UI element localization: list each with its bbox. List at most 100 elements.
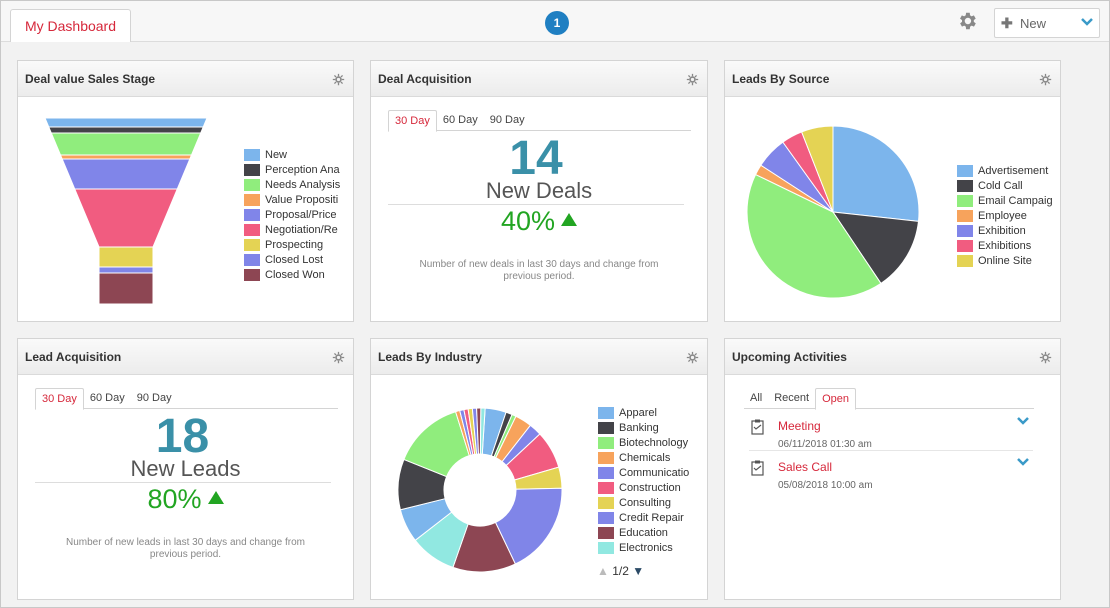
funnel-legend-item[interactable]: Proposal/Price [244, 208, 345, 223]
funnel-legend-item[interactable]: Closed Lost [244, 253, 345, 268]
legend-swatch [598, 512, 614, 524]
tab-90-day[interactable]: 90 Day [489, 114, 525, 126]
legend-swatch [598, 527, 614, 539]
tab-all[interactable]: All [750, 392, 763, 404]
legend-label: Advertisement [978, 165, 1049, 177]
deal-note: Number of new deals in last 30 days and … [419, 259, 659, 282]
activity-title[interactable]: Meeting [778, 419, 821, 433]
widget-title: Lead Acquisition [25, 350, 122, 364]
activity-item[interactable]: Meeting 06/11/2018 01:30 am [749, 416, 1033, 450]
funnel-legend-item[interactable]: Closed Won [244, 268, 345, 283]
source-legend-item[interactable]: Email Campaig [957, 194, 1059, 209]
lead-count: 18 [155, 410, 210, 463]
tab-90-day[interactable]: 90 Day [136, 392, 172, 404]
source-legend-item[interactable]: Exhibition [957, 224, 1059, 239]
widget-header: Lead Acquisition [18, 339, 353, 375]
industry-legend-item[interactable]: Construction [598, 481, 700, 496]
widget-lead-acquisition: Lead Acquisition 30 Day 60 Day 90 Day 18 N… [17, 338, 354, 600]
legend-swatch [598, 452, 614, 464]
widget-title: Deal value Sales Stage [25, 72, 156, 86]
tab-30-day[interactable]: 30 Day [388, 110, 437, 132]
widget-settings-icon[interactable] [332, 73, 345, 86]
legend-label: Communicatio [619, 467, 690, 479]
funnel-stage [61, 158, 191, 190]
widget-title: Leads By Source [732, 72, 830, 86]
industry-donut-chart [398, 408, 562, 572]
legend-label: Value Propositi [265, 194, 339, 206]
period-tabs: 30 Day 60 Day 90 Day [35, 388, 338, 410]
funnel-stage [98, 272, 154, 305]
activity-title[interactable]: Sales Call [778, 460, 833, 474]
chevron-down-icon[interactable] [1017, 416, 1029, 426]
divider [35, 482, 331, 483]
pager-up-icon[interactable]: ▲ [597, 564, 609, 578]
tab-60-day[interactable]: 60 Day [442, 114, 478, 126]
lead-change-value: 80% [147, 484, 202, 514]
legend-label: Chemicals [619, 452, 671, 464]
funnel-legend-item[interactable]: Value Propositi [244, 193, 345, 208]
legend-label: Negotiation/Re [265, 224, 338, 236]
legend-label: Exhibitions [978, 240, 1032, 252]
widget-settings-icon[interactable] [1039, 73, 1052, 86]
source-legend-item[interactable]: Online Site [957, 254, 1059, 269]
funnel-legend: New Perception Ana Needs Analysis Value Pro… [244, 148, 345, 283]
legend-pager: ▲ 1/2 ▼ [597, 564, 644, 578]
legend-label: Banking [619, 422, 659, 434]
industry-legend-item[interactable]: Communicatio [598, 466, 700, 481]
notification-badge[interactable]: 1 [545, 11, 569, 35]
legend-label: Prospecting [265, 239, 324, 251]
industry-legend-item[interactable]: Education [598, 526, 700, 541]
settings-gear-icon[interactable] [956, 10, 978, 32]
widget-title: Upcoming Activities [732, 350, 847, 364]
industry-legend-item[interactable]: Biotechnology [598, 436, 700, 451]
tab-30-day[interactable]: 30 Day [35, 388, 84, 410]
funnel-stage [48, 126, 204, 134]
widget-deal-value: Deal value Sales Stage New Perception Ana… [17, 60, 354, 322]
deal-change-value: 40% [500, 206, 556, 236]
widget-leads-by-industry: Leads By Industry Apparel Banking Biotechn… [370, 338, 708, 600]
industry-legend-item[interactable]: Electronics [598, 541, 700, 556]
industry-legend-item[interactable]: Banking [598, 421, 700, 436]
activity-item[interactable]: Sales Call 05/08/2018 10:00 am [749, 457, 1033, 491]
widget-settings-icon[interactable] [686, 73, 699, 86]
legend-label: Apparel [619, 407, 657, 419]
industry-legend-item[interactable]: Chemicals [598, 451, 700, 466]
widget-settings-icon[interactable] [332, 351, 345, 364]
divider [388, 204, 684, 205]
legend-label: Education [619, 527, 668, 539]
legend-label: Employee [978, 210, 1027, 222]
legend-swatch [598, 437, 614, 449]
funnel-legend-item[interactable]: New [244, 148, 345, 163]
tab-open[interactable]: Open [815, 388, 857, 410]
funnel-legend-item[interactable]: Perception Ana [244, 163, 345, 178]
legend-label: Exhibition [978, 225, 1026, 237]
legend-label: Needs Analysis [265, 179, 341, 191]
source-legend-item[interactable]: Exhibitions [957, 239, 1059, 254]
source-legend-item[interactable]: Advertisement [957, 164, 1059, 179]
industry-legend-item[interactable]: Credit Repair [598, 511, 700, 526]
pager-down-icon[interactable]: ▼ [632, 564, 645, 578]
industry-legend-item[interactable]: Apparel [598, 406, 700, 421]
source-legend-item[interactable]: Employee [957, 209, 1059, 224]
legend-swatch [244, 239, 260, 251]
funnel-legend-item[interactable]: Negotiation/Re [244, 223, 345, 238]
widget-deal-acquisition: Deal Acquisition 30 Day 60 Day 90 Day 14 N… [370, 60, 708, 322]
chevron-down-icon [1081, 18, 1093, 26]
funnel-stage [50, 132, 202, 156]
widget-settings-icon[interactable] [1039, 351, 1052, 364]
tab-60-day[interactable]: 60 Day [89, 392, 125, 404]
funnel-legend-item[interactable]: Prospecting [244, 238, 345, 253]
legend-label: Proposal/Price [265, 209, 337, 221]
source-slice [800, 126, 834, 213]
legend-label: Electronics [619, 542, 673, 554]
industry-legend-item[interactable]: Consulting [598, 496, 700, 511]
chevron-down-icon[interactable] [1017, 457, 1029, 467]
tab-my-dashboard[interactable]: My Dashboard [10, 9, 131, 42]
source-legend-item[interactable]: Cold Call [957, 179, 1059, 194]
new-button[interactable]: ✚ New [994, 8, 1100, 38]
funnel-legend-item[interactable]: Needs Analysis [244, 178, 345, 193]
tab-recent[interactable]: Recent [774, 392, 810, 404]
legend-swatch [244, 269, 260, 281]
widget-settings-icon[interactable] [686, 351, 699, 364]
